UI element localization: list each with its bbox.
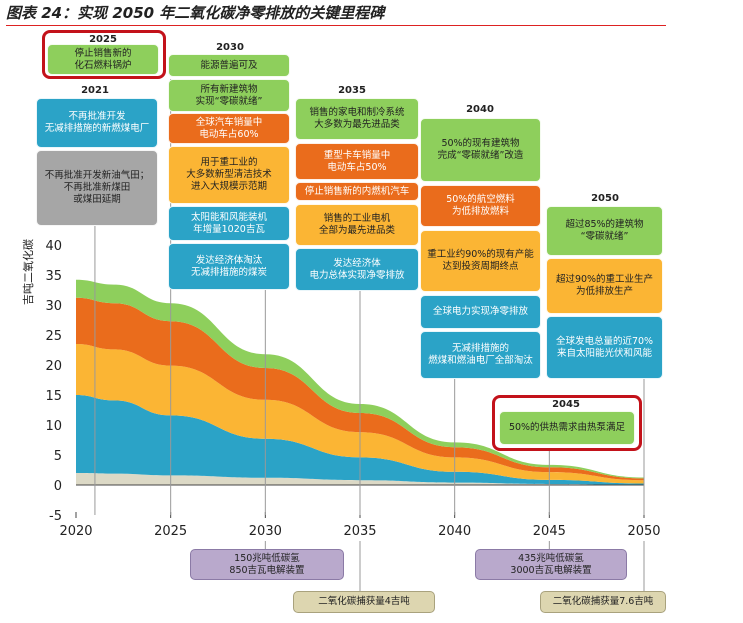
y-tick-label: 0 — [54, 479, 62, 494]
milestone-2021-no-new-coal-plants: 不再批准开发 无减排措施的新燃煤电厂 — [36, 98, 158, 148]
milestone-2025-stop-fossil-boilers: 停止销售新的 化石燃料锅炉 — [47, 44, 159, 75]
page-title: 图表 24：实现 2050 年二氧化碳净零排放的关键里程碑 — [6, 4, 385, 22]
note-2030-hydrogen-electrolysis: 150兆吨低碳氢 850吉瓦电解装置 — [190, 549, 344, 580]
milestone-2035-stop-ice-car-sales: 停止销售新的内燃机汽车 — [295, 182, 419, 201]
milestone-2030-universal-energy-access: 能源普遍可及 — [168, 54, 290, 77]
area-blue — [76, 395, 644, 485]
milestone-2040-coal-oil-plants-phaseout: 无减排措施的 燃煤和燃油电厂全部淘汰 — [420, 331, 541, 379]
milestone-2035-heavy-truck-ev-50: 重型卡车销量中 电动车占50% — [295, 143, 419, 180]
note-2050-hydrogen-electrolysis: 435兆吨低碳氢 3000吉瓦电解装置 — [475, 549, 627, 580]
milestone-2035-appliances-best-in-class: 销售的家电和制冷系统 大多数为最先进品类 — [295, 98, 419, 140]
y-tick-label: 15 — [45, 389, 62, 404]
y-tick-label: -5 — [49, 509, 62, 524]
year-label-2021: 2021 — [81, 85, 109, 96]
x-tick-label: 2025 — [154, 524, 187, 539]
x-tick-label: 2040 — [438, 524, 471, 539]
x-tick-label: 2030 — [249, 524, 282, 539]
milestone-2030-zero-carbon-ready-buildings: 所有新建筑物 实现“零碳就绪” — [168, 79, 290, 112]
area-base — [76, 473, 644, 485]
year-label-2050: 2050 — [591, 193, 619, 204]
milestone-2030-advanced-economies-coal-phaseout: 发达经济体淘汰 无减排措施的煤炭 — [168, 243, 290, 290]
x-tick-label: 2045 — [533, 524, 566, 539]
milestone-2030-ev-60-percent: 全球汽车销量中 电动车占60% — [168, 113, 290, 144]
milestone-2030-solar-wind-1020gw: 太阳能和风能装机 年增量1020吉瓦 — [168, 206, 290, 241]
milestone-2040-aviation-fuel-50: 50%的航空燃料 为低排放燃料 — [420, 185, 541, 227]
area-orange — [76, 297, 644, 481]
y-tick-label: 25 — [45, 329, 62, 344]
milestone-2050-solar-wind-70: 全球发电总量的近70% 来自太阳能光伏和风能 — [546, 316, 663, 379]
milestone-2040-buildings-retrofit-50: 50%的现有建筑物 完成“零碳就绪”改造 — [420, 118, 541, 182]
x-tick-label: 2020 — [59, 524, 92, 539]
milestone-2050-buildings-85: 超过85%的建筑物 “零碳就绪” — [546, 206, 663, 256]
milestone-2021-no-new-oil-gas-fields: 不再批准开发新油气田； 不再批准新煤田 或煤田延期 — [36, 150, 158, 226]
milestone-2040-global-net-zero-power: 全球电力实现净零排放 — [420, 295, 541, 329]
note-2030-carbon-capture: 二氧化碳捕获量4吉吨 — [293, 591, 435, 613]
note-2050-carbon-capture: 二氧化碳捕获量7.6吉吨 — [540, 591, 666, 613]
y-tick-label: 30 — [45, 299, 62, 314]
y-axis-label: 吉吨二氧化碳 — [21, 239, 35, 305]
y-tick-label: 40 — [45, 239, 62, 254]
y-tick-label: 5 — [54, 449, 62, 464]
milestone-2045-heat-pumps-50: 50%的供热需求由热泵满足 — [499, 411, 635, 445]
milestone-2035-advanced-net-zero-power: 发达经济体 电力总体实现净零排放 — [295, 248, 419, 291]
x-axis: 2020 2025 2030 2035 2040 2045 2050 — [59, 512, 661, 539]
milestone-2035-industrial-motors: 销售的工业电机 全部为最先进品类 — [295, 204, 419, 246]
y-tick-label: 10 — [45, 419, 62, 434]
highlight-2045 — [492, 395, 642, 451]
y-tick-label: 20 — [45, 359, 62, 374]
milestone-2040-heavy-industry-investment-cycle: 重工业约90%的现有产能 达到投资周期终点 — [420, 230, 541, 292]
year-label-2045: 2045 — [552, 399, 580, 410]
area-green — [76, 279, 644, 479]
x-tick-label: 2035 — [343, 524, 376, 539]
milestone-2050-heavy-industry-90: 超过90%的重工业生产 为低排放生产 — [546, 258, 663, 314]
title-divider — [6, 25, 666, 26]
highlight-2025 — [42, 30, 166, 79]
x-tick-label: 2050 — [627, 524, 660, 539]
year-label-2030: 2030 — [216, 42, 244, 53]
year-label-2040: 2040 — [466, 104, 494, 115]
y-tick-label: 35 — [45, 269, 62, 284]
year-label-2025: 2025 — [89, 34, 117, 45]
milestone-2030-heavy-industry-demo: 用于重工业的 大多数新型清洁技术 进入大规模示范期 — [168, 146, 290, 204]
year-label-2035: 2035 — [338, 85, 366, 96]
